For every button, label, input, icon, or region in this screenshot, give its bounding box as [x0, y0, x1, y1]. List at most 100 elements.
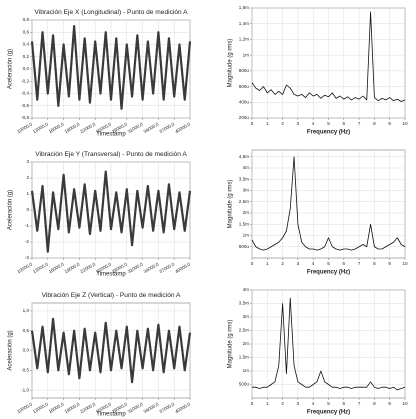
x-tick-label: 2 [281, 401, 284, 406]
y-tick-label: 3m [243, 314, 250, 319]
x-tick-label: 31000,0 [127, 121, 144, 134]
y-tick-label: 1 [26, 191, 29, 196]
y-tick-label: 0,0 [23, 66, 30, 71]
y-axis-label: Aceleración (g) [8, 49, 14, 89]
y-tick-label: 4m [243, 287, 250, 292]
y-tick-label: -2 [25, 239, 30, 244]
x-axis-label: Timestamp [96, 272, 126, 278]
y-tick-label: 0 [26, 207, 29, 212]
x-tick-label: 9 [388, 401, 391, 406]
data-line [30, 170, 192, 253]
x-tick-label: 6 [343, 121, 346, 126]
x-tick-label: 0 [251, 121, 254, 126]
y-tick-label: 4m [243, 165, 250, 170]
x-tick-label: 31000,0 [127, 261, 144, 274]
y-tick-label: 500u [239, 382, 250, 387]
y-tick-label: 0,2 [23, 54, 30, 59]
x-tick-label: 10000,0 [16, 261, 33, 274]
y-tick-label: -0,6 [21, 103, 29, 108]
chart: 500u 1m 1,5m 2m 2,5m 3m 3,5m 4m 0 1 2 3 4 5 6 7 8 9 10 Freq… [228, 287, 408, 415]
y-tick-label: 2,5m [239, 199, 249, 204]
x-tick-label: 6 [343, 401, 346, 406]
x-tick-label: 5 [327, 261, 330, 266]
x-tick-label: 19000,0 [64, 121, 81, 134]
y-tick-label: 3,5m [239, 176, 249, 181]
y-tick-label: 400u [239, 100, 250, 105]
data-line [30, 25, 192, 110]
x-tick-label: 7 [358, 261, 361, 266]
y-axis-label: Magnitude (g rms) [228, 39, 234, 88]
y-tick-label: -0,8 [21, 115, 29, 120]
x-tick-label: 19000,0 [64, 261, 81, 274]
y-tick-label: 1m [243, 233, 250, 238]
y-tick-label: -0,5 [21, 368, 29, 373]
x-tick-label: 22000,0 [79, 121, 96, 134]
chart-title: Vibración Eje X (Longitudinal) - Punto d… [34, 9, 188, 16]
y-tick-label: -0,4 [21, 91, 29, 96]
x-tick-label: 3 [297, 401, 300, 406]
x-tick-label: 0 [251, 401, 254, 406]
y-tick-label: -0,2 [21, 78, 29, 83]
x-tick-label: 3 [297, 121, 300, 126]
x-tick-label: 7 [358, 121, 361, 126]
chart: Vibración Eje X (Longitudinal) - Punto d… [8, 9, 192, 138]
chart: Vibración Eje Z (Vertical) - Punto de me… [8, 292, 192, 418]
x-tick-label: 1 [266, 401, 269, 406]
chart-title: Vibración Eje Z (Vertical) - Punto de me… [42, 292, 181, 299]
x-tick-label: 37000,0 [158, 121, 175, 134]
x-tick-label: 4 [312, 121, 315, 126]
y-tick-label: 3,5m [239, 301, 249, 306]
x-tick-label: 9 [388, 121, 391, 126]
data-line [252, 297, 406, 391]
x-tick-label: 2 [281, 261, 284, 266]
y-axis-label: Magnitude (g rms) [228, 320, 234, 369]
y-tick-label: 2m [243, 210, 250, 215]
y-tick-label: 1,0 [23, 308, 30, 313]
x-tick-label: 31000,0 [127, 401, 144, 414]
x-axis-label: Frequency (Hz) [307, 130, 350, 136]
y-tick-label: 1,2m [239, 37, 249, 42]
y-tick-label: 600u [239, 84, 250, 89]
chart: 500u 1m 1,5m 2m 2,5m 3m 3,5m 4m 4,5m 0 1 2 3 4 5 6 7 8 9 10… [228, 149, 408, 276]
x-tick-label: 13000,0 [32, 121, 49, 134]
x-tick-label: 8 [373, 261, 376, 266]
x-tick-label: 22000,0 [79, 401, 96, 414]
y-tick-label: 3m [243, 188, 250, 193]
x-tick-label: 1 [266, 261, 269, 266]
x-tick-label: 2 [281, 121, 284, 126]
x-tick-label: 13000,0 [32, 401, 49, 414]
y-tick-label: 0,8 [23, 17, 30, 22]
x-tick-label: 8 [373, 121, 376, 126]
x-axis-label: Frequency (Hz) [307, 410, 350, 416]
y-tick-label: 1,5m [239, 355, 249, 360]
y-tick-label: 200u [239, 115, 250, 120]
y-tick-label: 4,5m [239, 154, 249, 159]
y-tick-label: 0,6 [23, 29, 30, 34]
x-tick-label: 40000,0 [174, 121, 191, 134]
y-tick-label: 3 [26, 159, 29, 164]
y-tick-label: 0,4 [23, 42, 30, 47]
chart-title: Vibración Eje Y (Transversal) - Punto de… [35, 151, 187, 158]
x-tick-label: 34000,0 [143, 261, 160, 274]
chart: Vibración Eje Y (Transversal) - Punto de… [8, 151, 192, 278]
data-line [30, 317, 192, 384]
y-tick-label: 1m [243, 368, 250, 373]
x-tick-label: 5 [327, 121, 330, 126]
x-tick-label: 5 [327, 401, 330, 406]
x-tick-label: 40000,0 [174, 261, 191, 274]
x-tick-label: 22000,0 [79, 261, 96, 274]
x-tick-label: 40000,0 [174, 401, 191, 414]
x-tick-label: 13000,0 [32, 261, 49, 274]
y-tick-label: 2 [26, 175, 29, 180]
x-tick-label: 37000,0 [158, 401, 175, 414]
x-tick-label: 3 [297, 261, 300, 266]
x-tick-label: 16000,0 [48, 261, 65, 274]
y-axis-label: Magnitude (g rms) [228, 180, 234, 229]
y-axis-label: Aceleración (g) [8, 330, 14, 370]
y-tick-label: 0,0 [23, 348, 30, 353]
x-axis-label: Timestamp [96, 132, 126, 138]
x-tick-label: 7 [358, 401, 361, 406]
x-tick-label: 10000,0 [16, 401, 33, 414]
x-tick-label: 16000,0 [48, 401, 65, 414]
